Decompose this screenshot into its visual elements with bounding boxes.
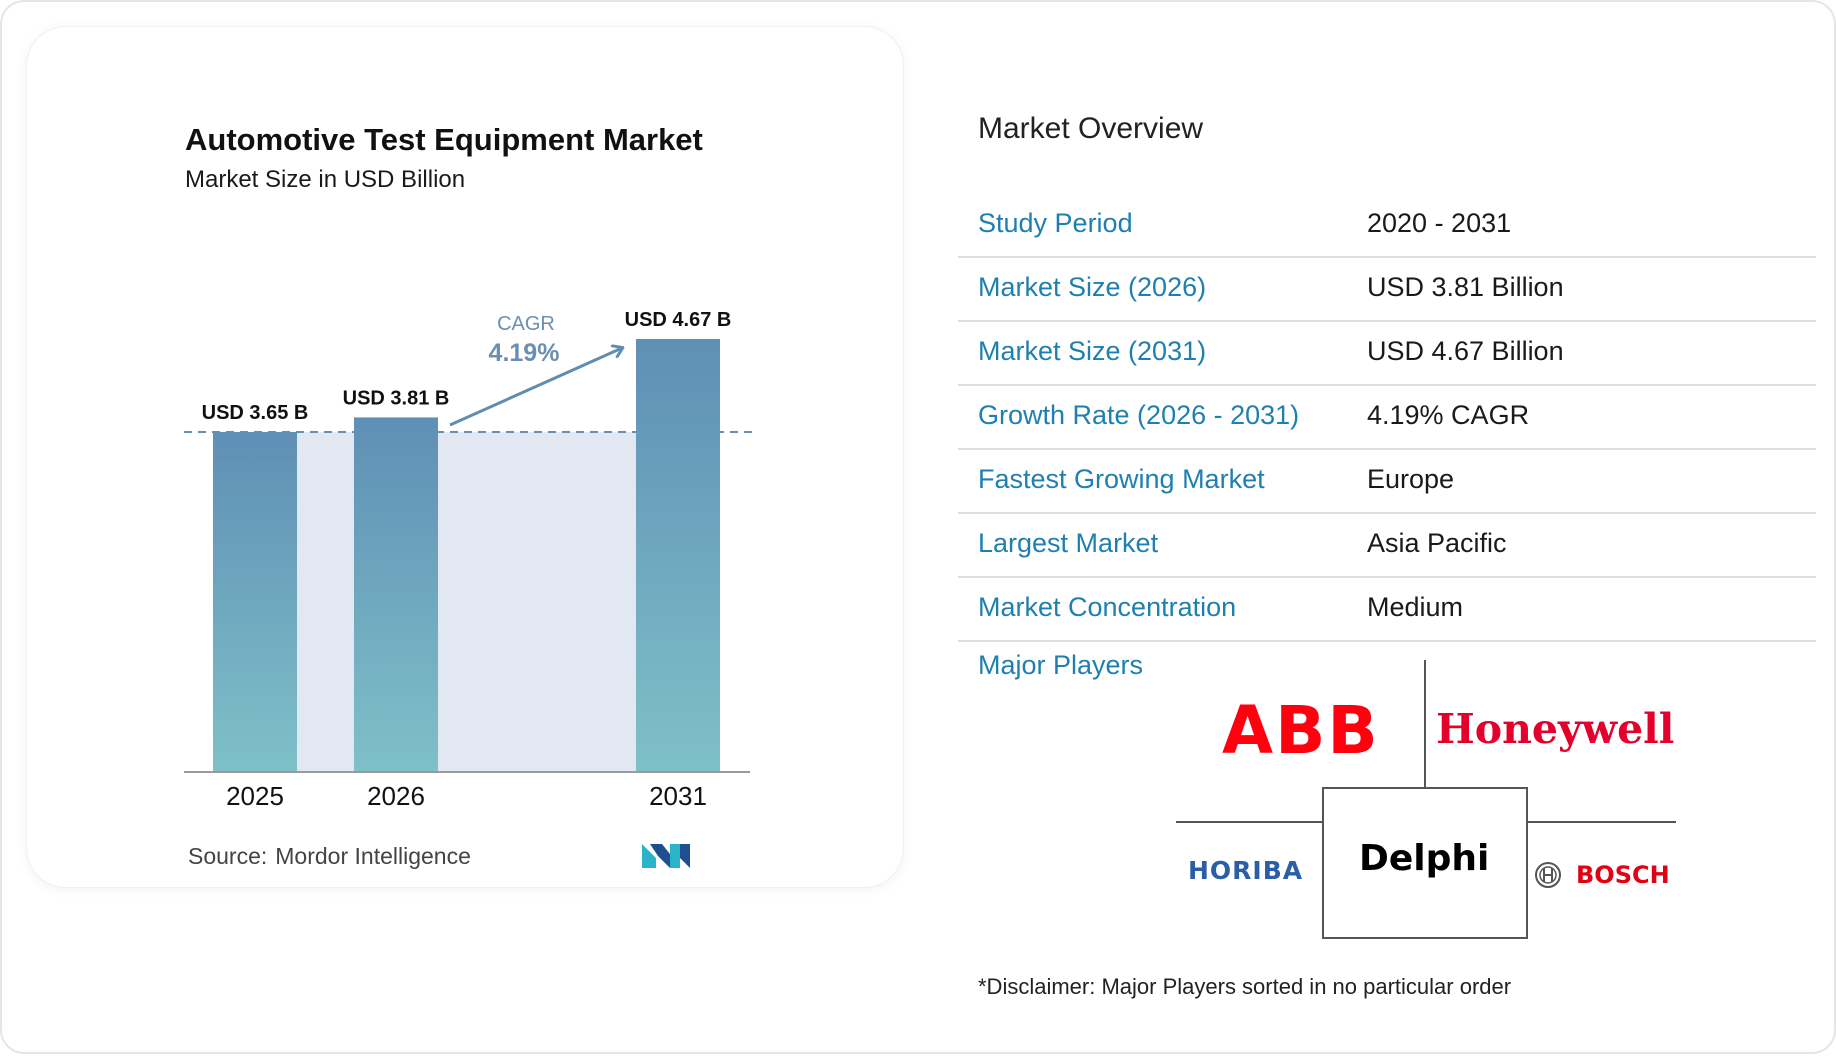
delphi-logo: Delphi xyxy=(1359,838,1490,879)
row-value: Europe xyxy=(1367,464,1455,494)
overview-row-fastest-growing: Fastest Growing Market Europe xyxy=(958,450,1816,514)
bar-2031 xyxy=(636,339,720,771)
row-value: Asia Pacific xyxy=(1367,528,1507,558)
chart-subtitle: Market Size in USD Billion xyxy=(185,166,466,193)
row-label: Market Size (2026) xyxy=(978,272,1207,302)
row-label: Fastest Growing Market xyxy=(978,464,1265,494)
disclaimer: *Disclaimer: Major Players sorted in no … xyxy=(978,974,1512,999)
row-value: 4.19% CAGR xyxy=(1367,400,1530,430)
source-name: Mordor Intelligence xyxy=(275,843,471,869)
x-tick-2025: 2025 xyxy=(226,781,284,811)
honeywell-logo: Honeywell xyxy=(1436,705,1675,753)
data-label-2026: USD 3.81 B xyxy=(343,387,450,409)
major-players-label: Major Players xyxy=(978,650,1144,680)
abb-logo: ABB xyxy=(1222,692,1380,769)
reference-band xyxy=(213,432,720,771)
source-label: Source: xyxy=(188,843,268,869)
data-label-2025: USD 3.65 B xyxy=(202,402,309,424)
cagr-label: CAGR xyxy=(497,313,555,335)
data-label-2031: USD 4.67 B xyxy=(625,309,732,331)
overview-row-growth-rate: Growth Rate (2026 - 2031) 4.19% CAGR xyxy=(958,386,1816,450)
bars-layer xyxy=(213,339,720,771)
overview-row-study-period: Study Period 2020 - 2031 xyxy=(958,194,1816,258)
overview-title: Market Overview xyxy=(978,112,1204,145)
chart-title: Automotive Test Equipment Market xyxy=(185,122,703,157)
row-value: USD 3.81 Billion xyxy=(1367,272,1564,302)
source-line: Source: Mordor Intelligence xyxy=(188,843,471,870)
cagr-value: 4.19% xyxy=(489,339,560,367)
x-tick-2031: 2031 xyxy=(649,781,707,811)
overview-row-concentration: Market Concentration Medium xyxy=(958,578,1816,642)
overview-row-market-size-2031: Market Size (2031) USD 4.67 Billion xyxy=(958,322,1816,386)
overview-row-market-size-2026: Market Size (2026) USD 3.81 Billion xyxy=(958,258,1816,322)
row-label: Growth Rate (2026 - 2031) xyxy=(978,400,1300,430)
row-label: Market Concentration xyxy=(978,592,1237,622)
row-value: USD 4.67 Billion xyxy=(1367,336,1564,366)
overview-row-largest-market: Largest Market Asia Pacific xyxy=(958,514,1816,578)
bar-2025 xyxy=(213,432,297,771)
row-label: Largest Market xyxy=(978,528,1159,558)
bar-chart: USD 3.65 B 2025 USD 3.81 B 2026 USD 4.67 B 20… xyxy=(184,309,754,811)
mordor-intelligence-logo xyxy=(642,844,690,868)
row-label: Study Period xyxy=(978,208,1133,238)
row-value: 2020 - 2031 xyxy=(1367,208,1512,238)
x-tick-2026: 2026 xyxy=(367,781,425,811)
horiba-logo: HORIBA xyxy=(1188,856,1304,885)
overview-table: Study Period 2020 - 2031 Market Size (20… xyxy=(958,194,1816,642)
cagr-arrow xyxy=(449,348,622,427)
labels-layer: USD 3.65 B 2025 USD 3.81 B 2026 USD 4.67 B 20… xyxy=(202,309,732,811)
row-label: Market Size (2031) xyxy=(978,336,1207,366)
reference-band-layer xyxy=(184,431,754,771)
bosch-logo: BOSCH xyxy=(1576,861,1670,889)
bosch-armature-icon xyxy=(1535,862,1561,888)
bar-2026 xyxy=(354,417,438,771)
cagr-layer: CAGR 4.19% xyxy=(449,313,622,427)
row-value: Medium xyxy=(1367,592,1464,622)
